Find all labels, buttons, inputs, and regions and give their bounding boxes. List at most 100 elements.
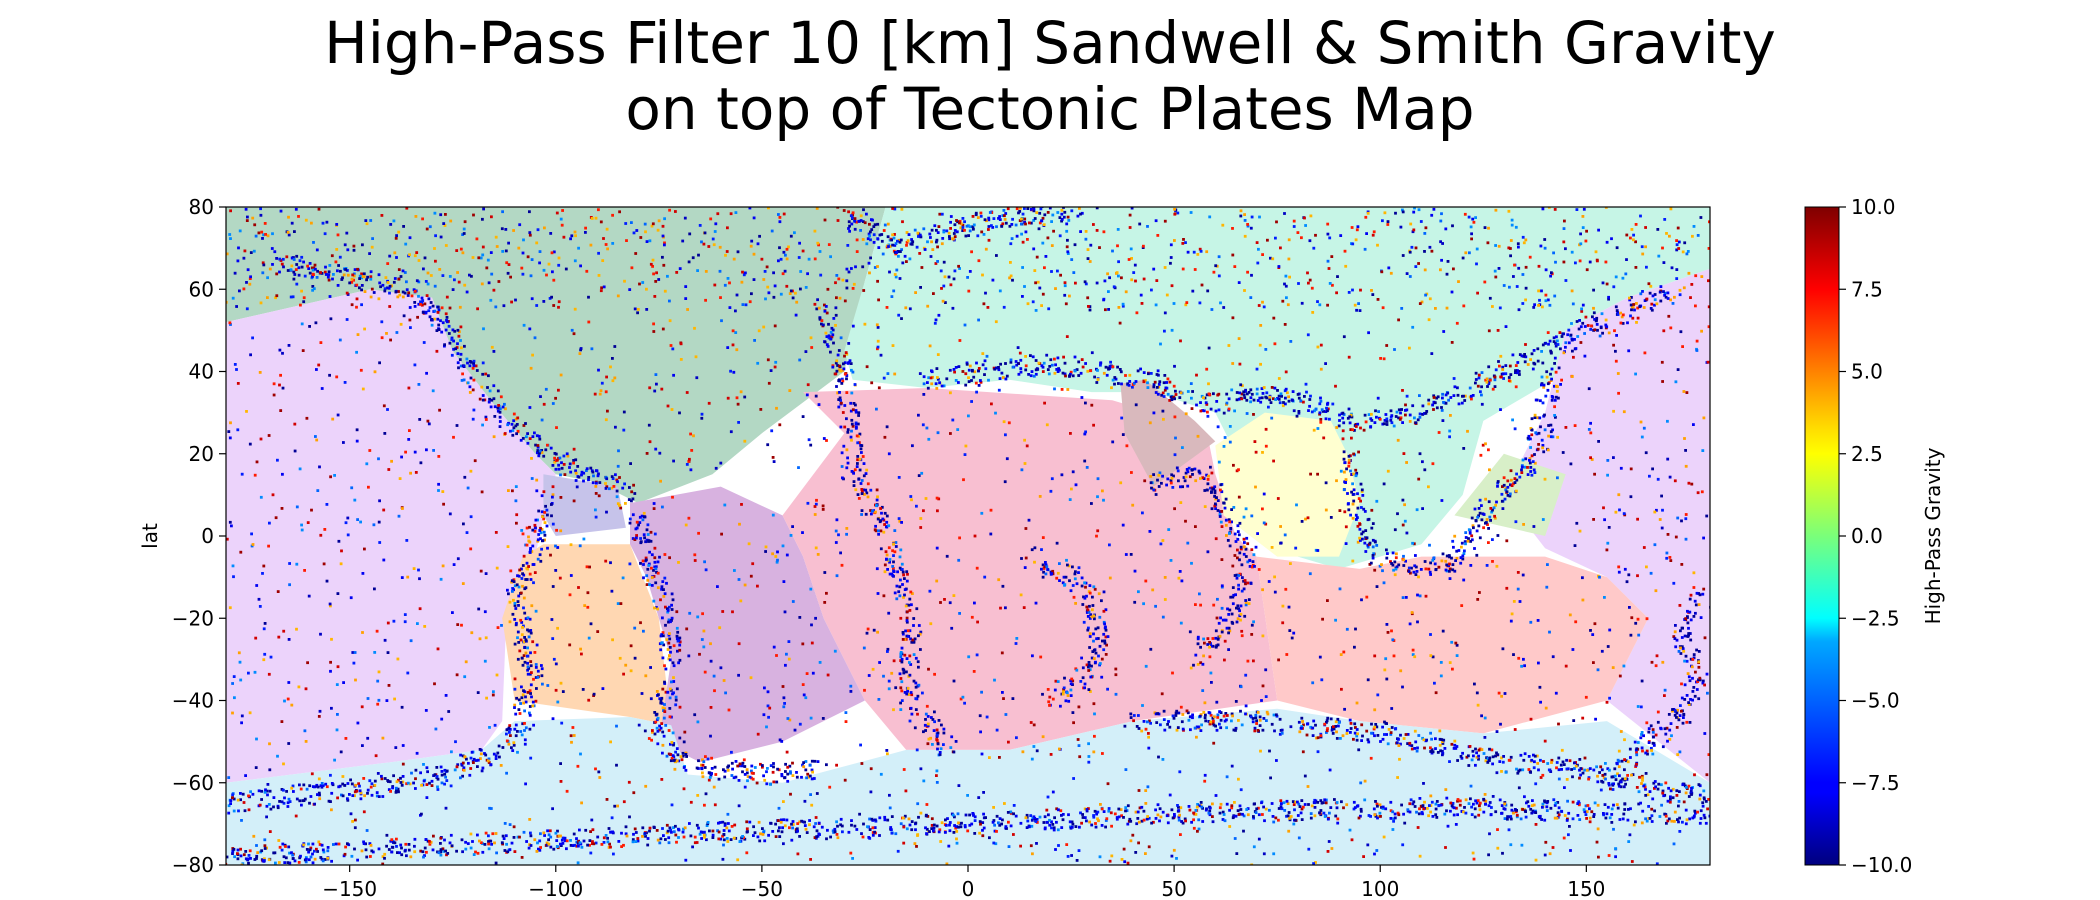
anomaly-dot (418, 418, 422, 421)
anomaly-dot (1303, 216, 1306, 220)
anomaly-dot (1363, 413, 1367, 417)
anomaly-dot (1043, 815, 1047, 819)
anomaly-dot (905, 231, 909, 234)
anomaly-dot (492, 397, 496, 401)
anomaly-dot (708, 776, 712, 779)
anomaly-dot (1205, 367, 1209, 371)
anomaly-dot (1032, 745, 1036, 748)
anomaly-dot (1512, 482, 1515, 486)
anomaly-dot (1433, 681, 1436, 685)
anomaly-dot (662, 716, 666, 720)
anomaly-dot (1464, 251, 1468, 255)
anomaly-dot (1605, 240, 1609, 244)
anomaly-dot (942, 384, 946, 388)
anomaly-dot (1231, 253, 1235, 257)
anomaly-dot (1418, 452, 1422, 456)
anomaly-dot (1062, 355, 1065, 359)
anomaly-dot (671, 692, 674, 696)
anomaly-dot (1504, 372, 1508, 376)
anomaly-dot (447, 324, 451, 328)
anomaly-dot (767, 715, 770, 719)
anomaly-dot (498, 407, 502, 411)
anomaly-dot (737, 578, 741, 581)
anomaly-dot (911, 592, 914, 595)
anomaly-dot (892, 659, 896, 663)
anomaly-dot (1536, 447, 1540, 451)
anomaly-dot (704, 792, 708, 796)
anomaly-dot (1113, 382, 1116, 386)
anomaly-dot (1431, 655, 1435, 659)
anomaly-dot (1154, 391, 1158, 394)
anomaly-dot (1430, 352, 1434, 355)
anomaly-dot (1494, 208, 1498, 212)
anomaly-dot (838, 296, 842, 300)
anomaly-dot (1428, 245, 1432, 249)
anomaly-dot (1319, 343, 1323, 347)
anomaly-dot (657, 219, 661, 223)
anomaly-dot (1351, 502, 1355, 506)
anomaly-dot (1054, 848, 1057, 851)
anomaly-dot (1480, 518, 1484, 522)
anomaly-dot (1336, 275, 1339, 278)
anomaly-dot (236, 428, 240, 432)
anomaly-dot (630, 266, 634, 270)
anomaly-dot (671, 731, 675, 735)
anomaly-dot (524, 422, 527, 425)
anomaly-dot (594, 515, 598, 519)
anomaly-dot (1427, 485, 1430, 489)
anomaly-dot (765, 770, 768, 774)
anomaly-dot (997, 388, 1001, 392)
anomaly-dot (672, 680, 676, 683)
anomaly-dot (1343, 461, 1347, 464)
anomaly-dot (984, 291, 987, 295)
anomaly-dot (1363, 510, 1367, 513)
anomaly-dot (967, 414, 970, 418)
anomaly-dot (484, 418, 488, 421)
anomaly-dot (1142, 371, 1146, 374)
anomaly-dot (1578, 259, 1582, 263)
anomaly-dot (378, 361, 381, 365)
anomaly-dot (1319, 367, 1323, 371)
anomaly-dot (627, 780, 631, 784)
anomaly-dot (1304, 517, 1307, 521)
anomaly-dot (358, 277, 361, 280)
anomaly-dot (316, 269, 319, 273)
anomaly-dot (1104, 308, 1107, 312)
anomaly-dot (1606, 473, 1609, 477)
anomaly-dot (1026, 819, 1030, 823)
anomaly-dot (726, 277, 730, 280)
anomaly-dot (420, 303, 424, 307)
anomaly-dot (1045, 423, 1049, 427)
anomaly-dot (763, 778, 767, 782)
anomaly-dot (561, 209, 564, 212)
anomaly-dot (297, 215, 300, 218)
anomaly-dot (1478, 591, 1481, 594)
anomaly-dot (1102, 230, 1106, 234)
anomaly-dot (574, 479, 578, 482)
anomaly-dot (400, 705, 404, 709)
anomaly-dot (246, 215, 249, 219)
anomaly-dot (1632, 233, 1635, 237)
anomaly-dot (476, 307, 479, 311)
anomaly-dot (496, 389, 500, 393)
anomaly-dot (1507, 209, 1511, 213)
anomaly-dot (1121, 523, 1125, 527)
anomaly-dot (648, 239, 652, 243)
anomaly-dot (714, 773, 718, 776)
anomaly-dot (1068, 374, 1071, 378)
anomaly-dot (798, 241, 801, 245)
anomaly-dot (762, 713, 766, 717)
anomaly-dot (916, 802, 920, 806)
anomaly-dot (1397, 416, 1400, 420)
anomaly-dot (341, 775, 345, 778)
anomaly-dot (1306, 516, 1310, 520)
anomaly-dot (704, 755, 707, 758)
anomaly-dot (478, 397, 482, 401)
anomaly-dot (1063, 281, 1067, 285)
anomaly-dot (1692, 571, 1696, 575)
anomaly-dot (456, 271, 459, 274)
anomaly-dot (1524, 286, 1528, 290)
anomaly-dot (1047, 372, 1051, 376)
anomaly-dot (927, 667, 930, 671)
anomaly-dot (632, 231, 636, 235)
